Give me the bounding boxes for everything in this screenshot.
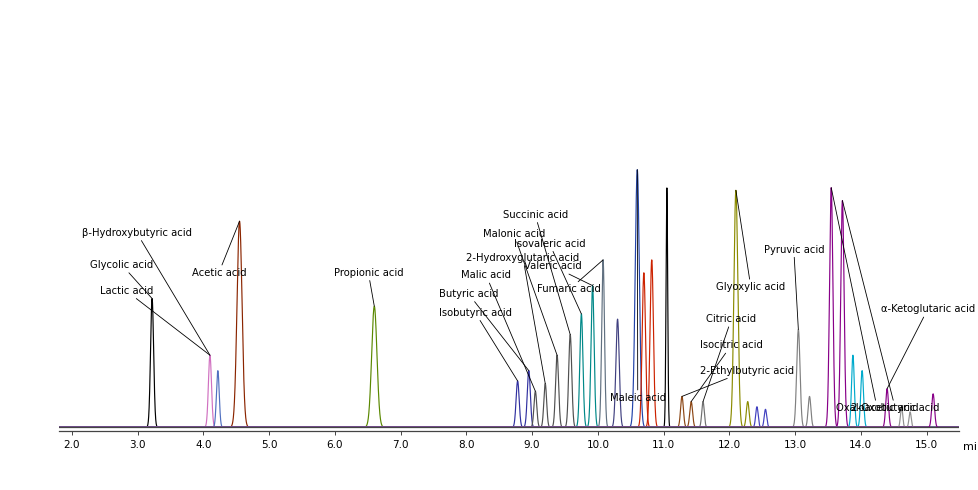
- Text: Malic acid: Malic acid: [461, 270, 535, 391]
- Text: Succinic acid: Succinic acid: [502, 210, 569, 335]
- Text: Citric acid: Citric acid: [702, 314, 756, 402]
- Text: Maleic acid: Maleic acid: [609, 170, 665, 403]
- Text: Acetic acid: Acetic acid: [192, 221, 245, 278]
- Text: Oxaloacetic acid: Oxaloacetic acid: [830, 188, 917, 413]
- Text: Malonic acid: Malonic acid: [482, 229, 556, 355]
- Text: Glycolic acid: Glycolic acid: [90, 260, 154, 298]
- Text: α-Ketoglutaric acid: α-Ketoglutaric acid: [879, 304, 974, 389]
- Text: Lactic acid: Lactic acid: [100, 286, 209, 355]
- Text: min: min: [961, 441, 978, 451]
- Text: Butyric acid: Butyric acid: [438, 289, 528, 370]
- Text: 2-Ethylbutyric acid: 2-Ethylbutyric acid: [682, 366, 793, 396]
- Text: 2-Hydroxyglutaric acid: 2-Hydroxyglutaric acid: [466, 253, 579, 384]
- Text: 2-Oxobutyric acid: 2-Oxobutyric acid: [841, 200, 939, 413]
- Text: Isocitric acid: Isocitric acid: [690, 341, 762, 402]
- Text: Fumaric acid: Fumaric acid: [537, 260, 602, 294]
- Text: Pyruvic acid: Pyruvic acid: [763, 245, 823, 329]
- Text: Isobutyric acid: Isobutyric acid: [438, 308, 517, 381]
- Text: Valeric acid: Valeric acid: [523, 261, 592, 286]
- Text: Isovaleric acid: Isovaleric acid: [513, 239, 585, 314]
- Text: Glyoxylic acid: Glyoxylic acid: [716, 190, 784, 292]
- Text: β-Hydroxybutyric acid: β-Hydroxybutyric acid: [82, 228, 209, 355]
- Text: Propionic acid: Propionic acid: [333, 268, 403, 306]
